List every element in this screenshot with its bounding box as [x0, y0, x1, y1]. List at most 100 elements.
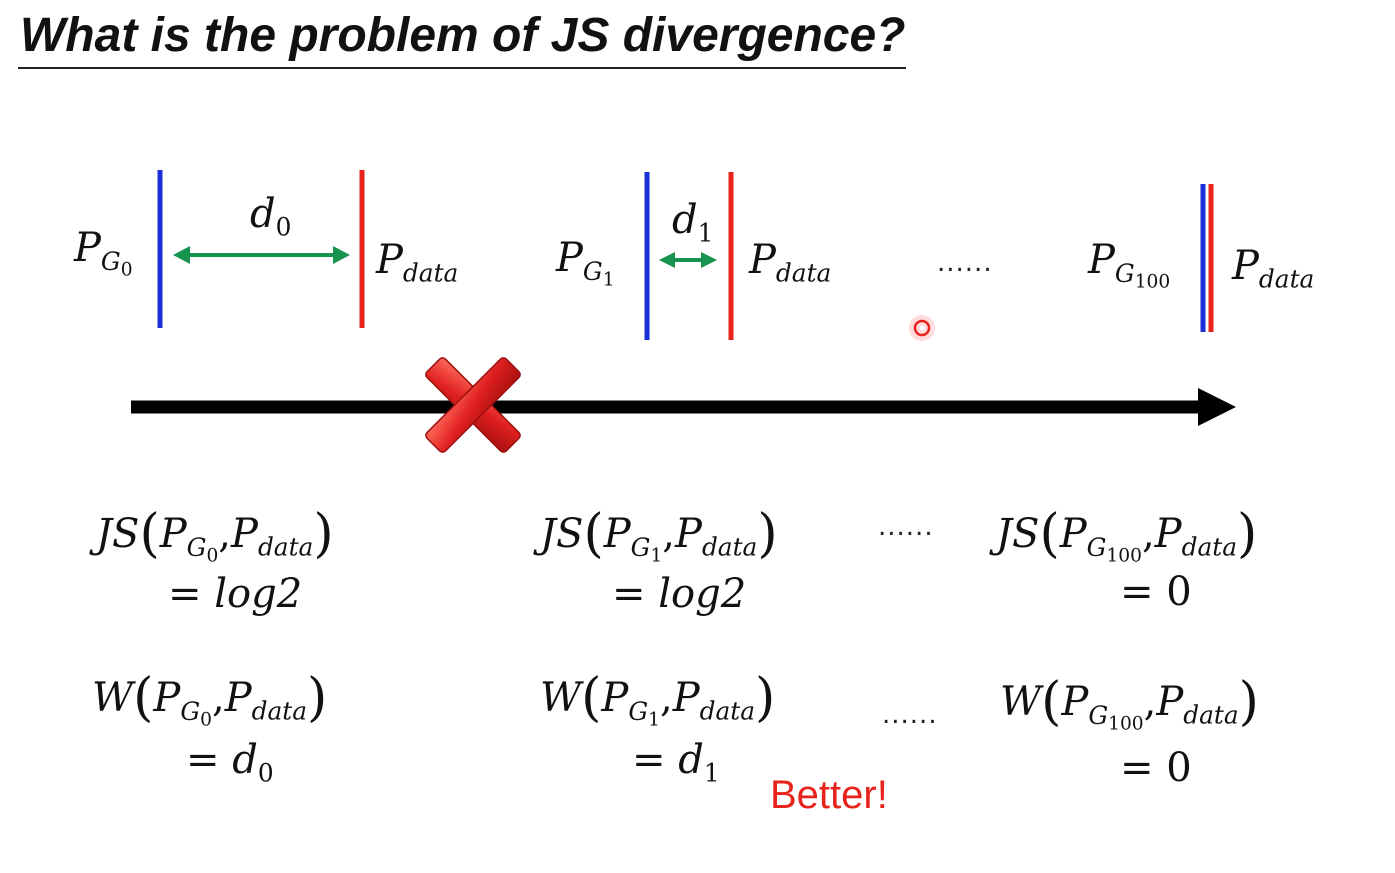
laser-pointer-dot-icon [909, 315, 935, 341]
equals-sign: = [632, 737, 666, 783]
subscript-1: 1 [650, 545, 663, 567]
symbol-p: P [1154, 510, 1182, 557]
w-expression-g100: W(PG100,Pdata) [1000, 676, 1259, 734]
comma: , [1141, 510, 1155, 557]
equals-sign: = [186, 737, 220, 783]
comma: , [662, 510, 676, 557]
symbol-p: P [1061, 678, 1089, 725]
ellipsis-top: ...... [937, 248, 993, 278]
symbol-js: JS [96, 510, 140, 557]
subscript-1: 1 [602, 269, 615, 291]
w-value-g100: = 0 [1120, 748, 1192, 788]
distance-arrow-d1 [659, 252, 717, 268]
w-value-g1: = d1 [632, 740, 720, 786]
open-paren: ( [1041, 672, 1062, 732]
open-paren: ( [133, 668, 154, 728]
label-p-data-1: Pdata [749, 240, 831, 286]
title-underline [18, 67, 906, 69]
js-value-g0: = log2 [168, 571, 303, 617]
close-paren: ) [307, 668, 328, 728]
symbol-p: P [153, 674, 181, 721]
comma: , [211, 674, 225, 721]
label-p-data-100: Pdata [1232, 246, 1314, 292]
ellipsis-js: ...... [878, 512, 934, 542]
comma: , [218, 510, 232, 557]
subscript-100: 100 [1134, 271, 1171, 293]
subscript-data: data [402, 258, 459, 288]
symbol-p: P [1232, 243, 1259, 289]
symbol-d: d [250, 191, 276, 237]
w-expression-g1: W(PG1,Pdata) [540, 672, 775, 730]
subscript-1: 1 [697, 218, 714, 248]
label-d1: d1 [672, 200, 713, 246]
symbol-p: P [1059, 510, 1087, 557]
symbol-g: G [1088, 700, 1109, 730]
value-zero: 0 [1166, 745, 1192, 791]
label-d0: d0 [250, 194, 291, 240]
label-p-g1: PG1 [556, 238, 615, 290]
js-value-g100: = 0 [1120, 572, 1192, 612]
symbol-g: G [100, 246, 121, 276]
comma: , [1143, 678, 1157, 725]
equals-sign: = [1120, 745, 1154, 791]
comma: , [659, 674, 673, 721]
symbol-p: P [74, 225, 101, 271]
label-p-g0: PG0 [74, 228, 133, 280]
value-zero: 0 [1166, 569, 1192, 615]
symbol-w: W [92, 674, 134, 721]
symbol-js: JS [540, 510, 584, 557]
open-paren: ( [581, 668, 602, 728]
open-paren: ( [139, 504, 160, 564]
close-paren: ) [757, 504, 778, 564]
subscript-0: 0 [120, 259, 133, 281]
better-note: Better! [770, 773, 888, 817]
subscript-100: 100 [1108, 713, 1144, 735]
subscript-data: data [1183, 700, 1239, 730]
symbol-p: P [224, 674, 252, 721]
label-p-g100: PG100 [1088, 240, 1170, 292]
symbol-p: P [603, 510, 631, 557]
slide-title: What is the problem of JS divergence? [20, 9, 906, 62]
symbol-g: G [180, 696, 201, 726]
js-expression-g1: JS(PG1,Pdata) [540, 508, 778, 566]
subscript-data: data [1181, 532, 1237, 562]
symbol-g: G [628, 696, 649, 726]
open-paren: ( [1039, 504, 1060, 564]
close-paren: ) [755, 668, 776, 728]
symbol-p: P [672, 674, 700, 721]
symbol-p: P [1156, 678, 1184, 725]
symbol-d: d [672, 197, 698, 243]
symbol-p: P [376, 237, 403, 283]
close-paren: ) [1238, 672, 1259, 732]
symbol-p: P [675, 510, 702, 557]
subscript-1: 1 [703, 758, 720, 788]
symbol-g: G [1114, 258, 1135, 288]
symbol-g: G [186, 532, 207, 562]
distance-arrow-d0 [173, 246, 350, 264]
subscript-data: data [257, 532, 314, 562]
symbol-d: d [232, 737, 258, 783]
training-arrow [131, 388, 1236, 426]
w-expression-g0: W(PG0,Pdata) [92, 672, 327, 730]
red-x-cross-icon [425, 357, 521, 453]
symbol-p: P [231, 510, 258, 557]
symbol-g: G [630, 532, 651, 562]
symbol-g: G [1086, 532, 1107, 562]
subscript-0: 0 [275, 212, 292, 242]
w-value-g0: = d0 [186, 740, 274, 786]
js-expression-g0: JS(PG0,Pdata) [96, 508, 334, 566]
symbol-p: P [1088, 237, 1115, 283]
subscript-data: data [699, 696, 756, 726]
subscript-data: data [701, 532, 758, 562]
subscript-100: 100 [1106, 545, 1142, 567]
equals-sign: = [1120, 569, 1154, 615]
symbol-g: G [582, 256, 603, 286]
open-paren: ( [583, 504, 604, 564]
symbol-p: P [556, 235, 583, 281]
symbol-d: d [678, 737, 704, 783]
subscript-data: data [251, 696, 308, 726]
symbol-js: JS [996, 510, 1040, 557]
symbol-w: W [1000, 678, 1042, 725]
